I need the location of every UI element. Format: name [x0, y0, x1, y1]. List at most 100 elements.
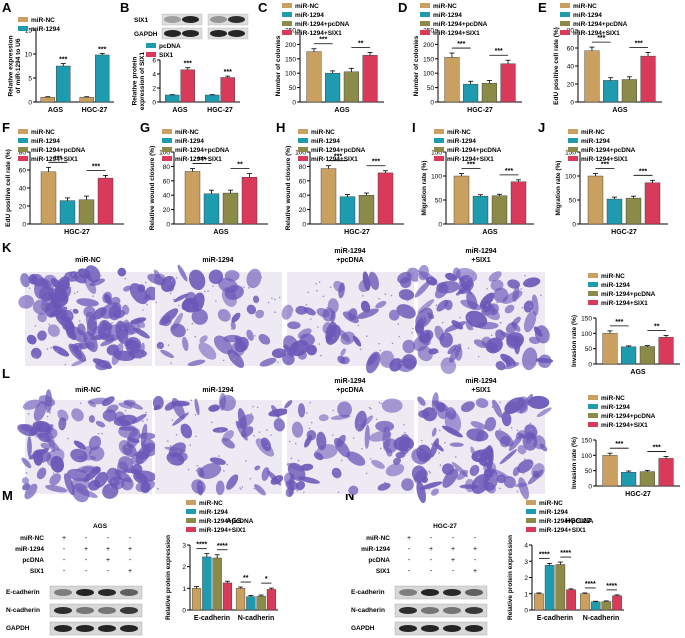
membrane-pore	[320, 354, 322, 357]
legend-entry: miR-1294	[295, 12, 324, 19]
stained-cell	[289, 340, 309, 357]
membrane-pore	[222, 359, 225, 362]
legend-swatch	[18, 129, 28, 134]
bar-mir-1294-six1	[362, 55, 378, 103]
membrane-pore	[210, 421, 213, 424]
membrane-pore	[25, 472, 28, 474]
membrane-pore	[486, 304, 489, 306]
chart-a: 0 5 10 15 Relative expression of miR-1294 to …	[7, 17, 114, 114]
membrane-pore	[356, 427, 359, 430]
membrane-pore	[495, 476, 497, 479]
membrane-pore	[248, 287, 250, 289]
stained-cell	[72, 483, 90, 503]
stained-cell	[444, 321, 467, 333]
k-image-2: miR-1294	[147, 257, 287, 368]
legend-entry: miR-1294+SIX1	[311, 156, 358, 163]
membrane-pore	[530, 463, 532, 466]
image-label: miR-1294	[465, 248, 496, 255]
membrane-pore	[100, 482, 102, 485]
membrane-pore	[357, 324, 360, 327]
bar-mir-1294	[59, 200, 76, 225]
bar-mir-nc	[306, 51, 322, 103]
membrane-pore	[332, 336, 334, 339]
image-label: miR-NC	[75, 257, 101, 264]
membrane-pore	[172, 298, 175, 301]
stained-cell	[83, 331, 98, 353]
membrane-pore	[431, 443, 433, 445]
stained-cell	[291, 421, 304, 438]
panel-letter-m: M	[2, 488, 13, 503]
bar-mir-1294-pcdna	[621, 79, 637, 103]
stained-cell	[523, 277, 541, 288]
y-axis-label: Migration rate (%)	[555, 161, 562, 216]
legend-entry: miR-1294	[539, 509, 568, 516]
membrane-pore	[107, 474, 110, 476]
stained-cell	[375, 420, 395, 432]
stained-cell	[156, 341, 164, 350]
membrane-pore	[160, 344, 163, 346]
legend-entry: miR-NC	[295, 3, 319, 10]
blot-band	[443, 589, 461, 596]
legend-swatch	[298, 147, 308, 152]
membrane-pore	[310, 421, 313, 424]
image-label: miR-1294	[334, 248, 365, 255]
stained-cell	[337, 401, 352, 418]
stained-cell	[527, 395, 550, 409]
bar-mir-1294-pcdna	[639, 346, 655, 365]
x-category-label: AGS	[334, 107, 350, 114]
legend-swatch	[560, 3, 570, 8]
membrane-pore	[337, 491, 340, 494]
membrane-pore	[100, 363, 103, 366]
bar-mir-1294-pcdna	[343, 71, 359, 103]
y-tick-label: 10	[25, 52, 33, 59]
stained-cell	[88, 435, 101, 451]
stained-cell	[52, 345, 70, 357]
membrane-pore	[212, 285, 214, 287]
membrane-pore	[297, 459, 300, 462]
y-axis-label: Relative protein	[131, 57, 138, 106]
membrane-pore	[139, 357, 141, 360]
membrane-pore	[186, 328, 189, 331]
blot-band	[98, 607, 116, 614]
membrane-pore	[294, 442, 297, 445]
membrane-pore	[169, 445, 172, 447]
membrane-pore	[167, 344, 170, 346]
significance-label: ***	[59, 57, 67, 64]
membrane-pore	[520, 288, 522, 290]
legend-entry: miR-1294+SIX1	[175, 156, 222, 163]
condition-sign: +	[106, 557, 110, 564]
y-axis-label: Number of colonies	[413, 35, 420, 96]
stained-cell	[135, 479, 156, 493]
bar-mir-nc	[534, 593, 544, 611]
panel-letter-e: E	[538, 0, 547, 15]
stained-cell	[219, 392, 227, 411]
stained-cell	[234, 336, 249, 353]
membrane-pore	[226, 463, 228, 466]
bar-six1	[180, 69, 195, 103]
legend-entry: miR-NC	[447, 129, 471, 136]
membrane-pore	[485, 314, 488, 317]
bar-mir-1294	[621, 346, 637, 365]
stained-cell	[177, 264, 188, 282]
k-image-3: miR-1294 +pcDNA	[281, 248, 421, 374]
stained-cell	[352, 335, 362, 347]
y-tick-label: 3	[524, 559, 528, 566]
stained-cell	[104, 334, 120, 342]
x-category-label: HGC-27	[82, 107, 108, 114]
bar-six1	[220, 77, 235, 103]
stained-cell	[152, 395, 164, 410]
membrane-pore	[146, 303, 148, 306]
legend-swatch	[298, 129, 308, 134]
x-category-label: AGS	[48, 107, 64, 114]
membrane-pore	[220, 343, 222, 346]
legend-entry: miR-NC	[539, 500, 563, 507]
membrane-pore	[69, 286, 72, 289]
membrane-pore	[140, 447, 143, 450]
blot-band	[76, 625, 94, 632]
y-tick-label: 0	[570, 100, 574, 107]
membrane-pore	[438, 451, 440, 454]
membrane-pore	[55, 446, 58, 449]
membrane-pore	[365, 472, 368, 475]
stained-cell	[488, 342, 498, 353]
